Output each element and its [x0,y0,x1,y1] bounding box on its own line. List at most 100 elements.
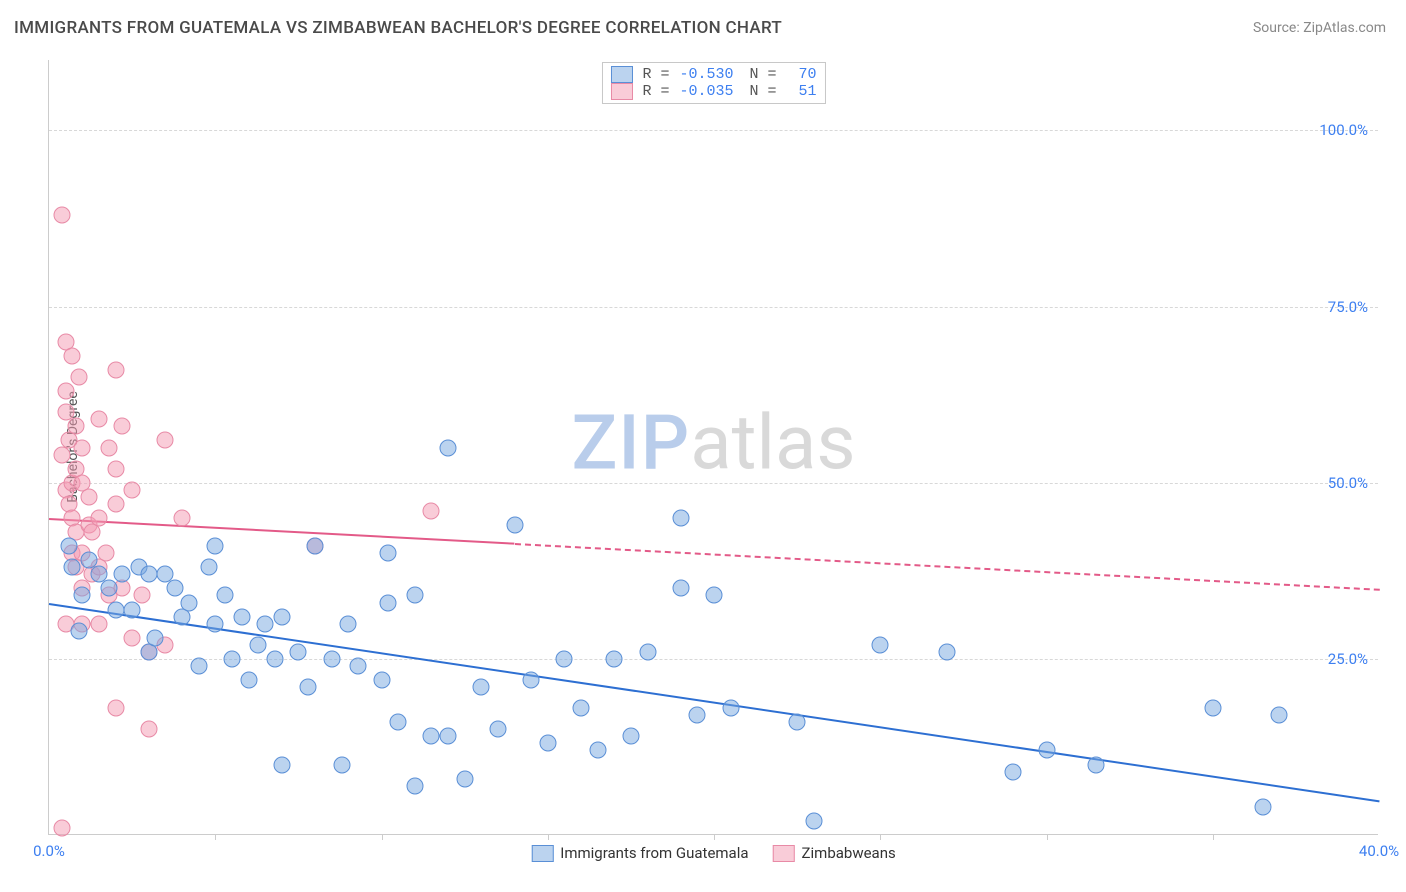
watermark: ZIPatlas [571,398,855,488]
data-point-guatemala [440,439,457,456]
data-point-zimbabwean [64,347,81,364]
trend-line [49,603,1379,802]
data-point-guatemala [406,777,423,794]
data-point-guatemala [250,636,267,653]
data-point-guatemala [273,608,290,625]
watermark-zip: ZIP [571,398,690,488]
data-point-zimbabwean [140,721,157,738]
data-point-guatemala [167,580,184,597]
data-point-guatemala [64,559,81,576]
data-point-guatemala [140,566,157,583]
legend-row: R =-0.530N =70 [610,66,816,83]
data-point-guatemala [1271,707,1288,724]
data-point-zimbabwean [90,509,107,526]
data-point-guatemala [1005,763,1022,780]
source-label: Source: ZipAtlas.com [1253,20,1386,36]
data-point-guatemala [380,545,397,562]
n-label: N = [750,83,777,100]
data-point-guatemala [390,714,407,731]
data-point-guatemala [114,566,131,583]
data-point-guatemala [440,728,457,745]
data-point-zimbabwean [97,545,114,562]
data-point-guatemala [722,700,739,717]
data-point-guatemala [556,650,573,667]
data-point-guatemala [606,650,623,667]
chart-container: IMMIGRANTS FROM GUATEMALA VS ZIMBABWEAN … [0,0,1406,892]
series-legend-item: Zimbabweans [773,844,896,862]
series-label: Zimbabweans [802,844,896,862]
chart-title: IMMIGRANTS FROM GUATEMALA VS ZIMBABWEAN … [14,18,782,38]
data-point-zimbabwean [124,481,141,498]
r-value: -0.035 [680,83,740,100]
r-label: R = [642,83,669,100]
data-point-zimbabwean [114,418,131,435]
data-point-zimbabwean [124,629,141,646]
data-point-guatemala [180,594,197,611]
data-point-guatemala [938,643,955,660]
data-point-guatemala [473,679,490,696]
data-point-guatemala [107,601,124,618]
data-point-zimbabwean [100,439,117,456]
x-tick-label: 40.0% [1359,842,1399,860]
y-tick-label: 100.0% [1319,121,1368,139]
data-point-guatemala [257,615,274,632]
y-tick-label: 25.0% [1328,650,1368,668]
data-point-guatemala [207,615,224,632]
data-point-guatemala [350,657,367,674]
data-point-guatemala [60,538,77,555]
data-point-zimbabwean [174,509,191,526]
n-value: 70 [787,66,817,83]
data-point-guatemala [190,657,207,674]
data-point-zimbabwean [74,439,91,456]
legend-swatch [531,845,553,862]
data-point-guatemala [223,650,240,667]
correlation-legend: R =-0.530N =70R =-0.035N =51 [601,62,825,104]
data-point-guatemala [589,742,606,759]
data-point-zimbabwean [67,418,84,435]
series-legend-item: Immigrants from Guatemala [531,844,748,862]
trend-line [49,518,515,545]
data-point-guatemala [373,672,390,689]
x-tick-mark [382,834,383,840]
data-point-zimbabwean [90,615,107,632]
data-point-guatemala [300,679,317,696]
data-point-zimbabwean [423,502,440,519]
data-point-guatemala [406,587,423,604]
watermark-atlas: atlas [690,398,855,488]
data-point-guatemala [1038,742,1055,759]
trend-line [514,543,1379,591]
data-point-guatemala [217,587,234,604]
data-point-guatemala [340,615,357,632]
data-point-guatemala [523,672,540,689]
data-point-guatemala [273,756,290,773]
data-point-guatemala [333,756,350,773]
data-point-zimbabwean [54,207,71,224]
data-point-guatemala [456,770,473,787]
data-point-guatemala [423,728,440,745]
data-point-zimbabwean [107,362,124,379]
x-tick-mark [215,834,216,840]
data-point-guatemala [506,517,523,534]
n-value: 51 [787,83,817,100]
n-label: N = [750,66,777,83]
data-point-guatemala [200,559,217,576]
data-point-guatemala [706,587,723,604]
data-point-guatemala [70,622,87,639]
legend-swatch [610,66,632,83]
plot-area: Bachelor's Degree ZIPatlas R =-0.530N =7… [48,60,1378,835]
data-point-zimbabwean [90,411,107,428]
x-tick-mark [548,834,549,840]
data-point-guatemala [323,650,340,667]
gridline [49,130,1378,131]
data-point-zimbabwean [107,460,124,477]
data-point-guatemala [672,580,689,597]
y-tick-label: 50.0% [1328,474,1368,492]
data-point-guatemala [100,580,117,597]
data-point-zimbabwean [70,369,87,386]
data-point-guatemala [267,650,284,667]
data-point-guatemala [233,608,250,625]
data-point-guatemala [872,636,889,653]
gridline [49,483,1378,484]
legend-swatch [610,83,632,100]
gridline [49,307,1378,308]
